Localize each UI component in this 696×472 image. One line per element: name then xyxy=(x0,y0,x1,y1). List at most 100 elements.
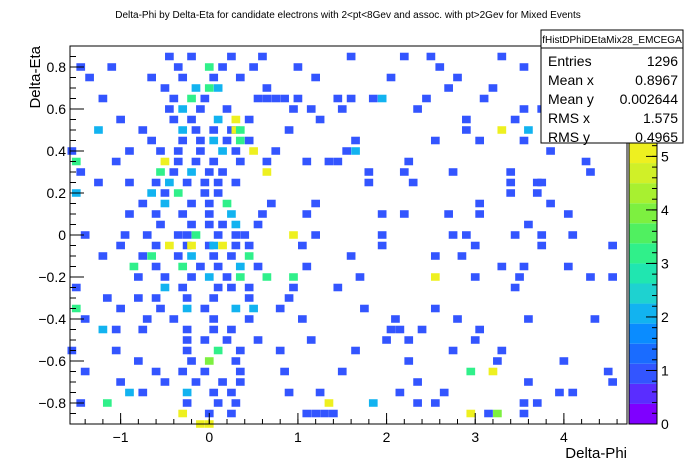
heatmap-cell xyxy=(244,115,254,124)
heatmap-cell xyxy=(253,262,263,271)
heatmap-cell xyxy=(209,136,219,145)
heatmap-cell xyxy=(200,178,210,187)
heatmap-cell xyxy=(187,273,196,281)
x-tick-label: 1 xyxy=(294,429,302,445)
heatmap-cell xyxy=(213,178,223,187)
heatmap-cell xyxy=(386,73,396,82)
heatmap-cell xyxy=(430,136,440,145)
heatmap-cell xyxy=(537,178,547,187)
heatmap-cell xyxy=(204,220,214,229)
heatmap-cell xyxy=(524,315,533,323)
heatmap-cell xyxy=(337,367,347,376)
heatmap-cell xyxy=(475,325,485,334)
heatmap-cell xyxy=(191,231,201,239)
heatmap-cell xyxy=(608,273,617,281)
heatmap-cell xyxy=(235,367,245,376)
heatmap-cell xyxy=(182,346,192,355)
heatmap-cell xyxy=(315,115,325,124)
y-tick-label: 0.2 xyxy=(47,185,67,201)
heatmap-cell xyxy=(258,52,267,61)
heatmap-cell xyxy=(138,252,148,260)
heatmap-cell xyxy=(519,262,529,271)
heatmap-cell xyxy=(244,283,254,292)
color-bar-segment xyxy=(629,303,657,324)
heatmap-cell xyxy=(399,168,409,176)
heatmap-cell xyxy=(196,136,205,145)
heatmap-cell xyxy=(266,199,276,208)
heatmap-cell xyxy=(151,367,161,376)
heatmap-cell xyxy=(249,147,258,155)
heatmap-cell xyxy=(222,136,232,145)
heatmap-cell xyxy=(187,220,196,229)
heatmap-cell xyxy=(213,231,223,239)
heatmap-cell xyxy=(125,210,134,218)
heatmap-cell xyxy=(182,241,192,250)
heatmap-cell xyxy=(204,63,214,71)
heatmap-cell xyxy=(187,199,196,208)
heatmap-cell xyxy=(422,94,431,103)
heatmap-cell xyxy=(470,336,480,344)
heatmap-cell xyxy=(142,315,152,323)
heatmap-cell xyxy=(196,262,205,271)
heatmap-cell xyxy=(227,283,236,292)
heatmap-cell xyxy=(213,399,223,407)
color-bar-segment xyxy=(629,243,657,264)
heatmap-cell xyxy=(249,304,258,313)
heatmap-cell xyxy=(156,220,165,229)
heatmap-cell xyxy=(111,157,121,166)
heatmap-cell xyxy=(125,178,134,187)
heatmap-cell xyxy=(289,283,298,292)
heatmap-cell xyxy=(258,210,267,218)
heatmap-cell xyxy=(178,105,188,113)
heatmap-cell xyxy=(524,378,533,386)
heatmap-cell xyxy=(253,336,263,344)
heatmap-cell xyxy=(271,94,281,103)
heatmap-cell xyxy=(462,126,471,134)
heatmap-cell xyxy=(271,147,281,155)
heatmap-cell xyxy=(426,52,436,61)
heatmap-cell xyxy=(169,315,179,323)
heatmap-cell xyxy=(204,273,214,281)
heatmap-cell xyxy=(355,273,365,281)
stats-label: Entries xyxy=(548,53,592,69)
color-bar-segment xyxy=(629,183,657,204)
heatmap-cell xyxy=(218,168,227,176)
heatmap-cell xyxy=(470,241,480,250)
heatmap-cell xyxy=(368,94,378,103)
heatmap-cell xyxy=(563,210,573,218)
heatmap-cell xyxy=(204,84,214,92)
heatmap-cell xyxy=(506,168,516,176)
heatmap-cell xyxy=(430,304,440,313)
heatmap-cell xyxy=(484,409,493,418)
heatmap-cell xyxy=(315,388,325,397)
heatmap-cell xyxy=(284,294,294,302)
heatmap-cell xyxy=(209,315,219,323)
heatmap-cell xyxy=(227,325,236,334)
heatmap-cell xyxy=(262,168,272,176)
heatmap-cell xyxy=(311,409,320,418)
heatmap-cell xyxy=(116,378,125,386)
heatmap-cell xyxy=(293,94,303,103)
heatmap-cell xyxy=(231,115,241,124)
heatmap-cell xyxy=(280,94,289,103)
heatmap-cell xyxy=(590,315,600,323)
heatmap-cell xyxy=(311,73,320,82)
heatmap-cell xyxy=(537,231,547,239)
heatmap-cell xyxy=(368,399,378,407)
stats-label: Mean x xyxy=(548,72,594,88)
heatmap-cell xyxy=(169,94,179,103)
heatmap-cell xyxy=(346,252,356,260)
color-bar-segment xyxy=(629,383,657,404)
heatmap-cell xyxy=(448,168,458,176)
heatmap-cell xyxy=(302,157,312,166)
heatmap-cell xyxy=(453,315,462,323)
heatmap-cell xyxy=(262,273,272,281)
heatmap-cell xyxy=(165,241,174,250)
heatmap-cell xyxy=(249,63,258,71)
heatmap-cell xyxy=(284,388,294,397)
heatmap-cell xyxy=(329,409,338,418)
stats-value: 1296 xyxy=(647,53,678,69)
heatmap-cell xyxy=(524,126,533,134)
heatmap-cell xyxy=(435,63,445,71)
heatmap-cell xyxy=(196,147,205,155)
